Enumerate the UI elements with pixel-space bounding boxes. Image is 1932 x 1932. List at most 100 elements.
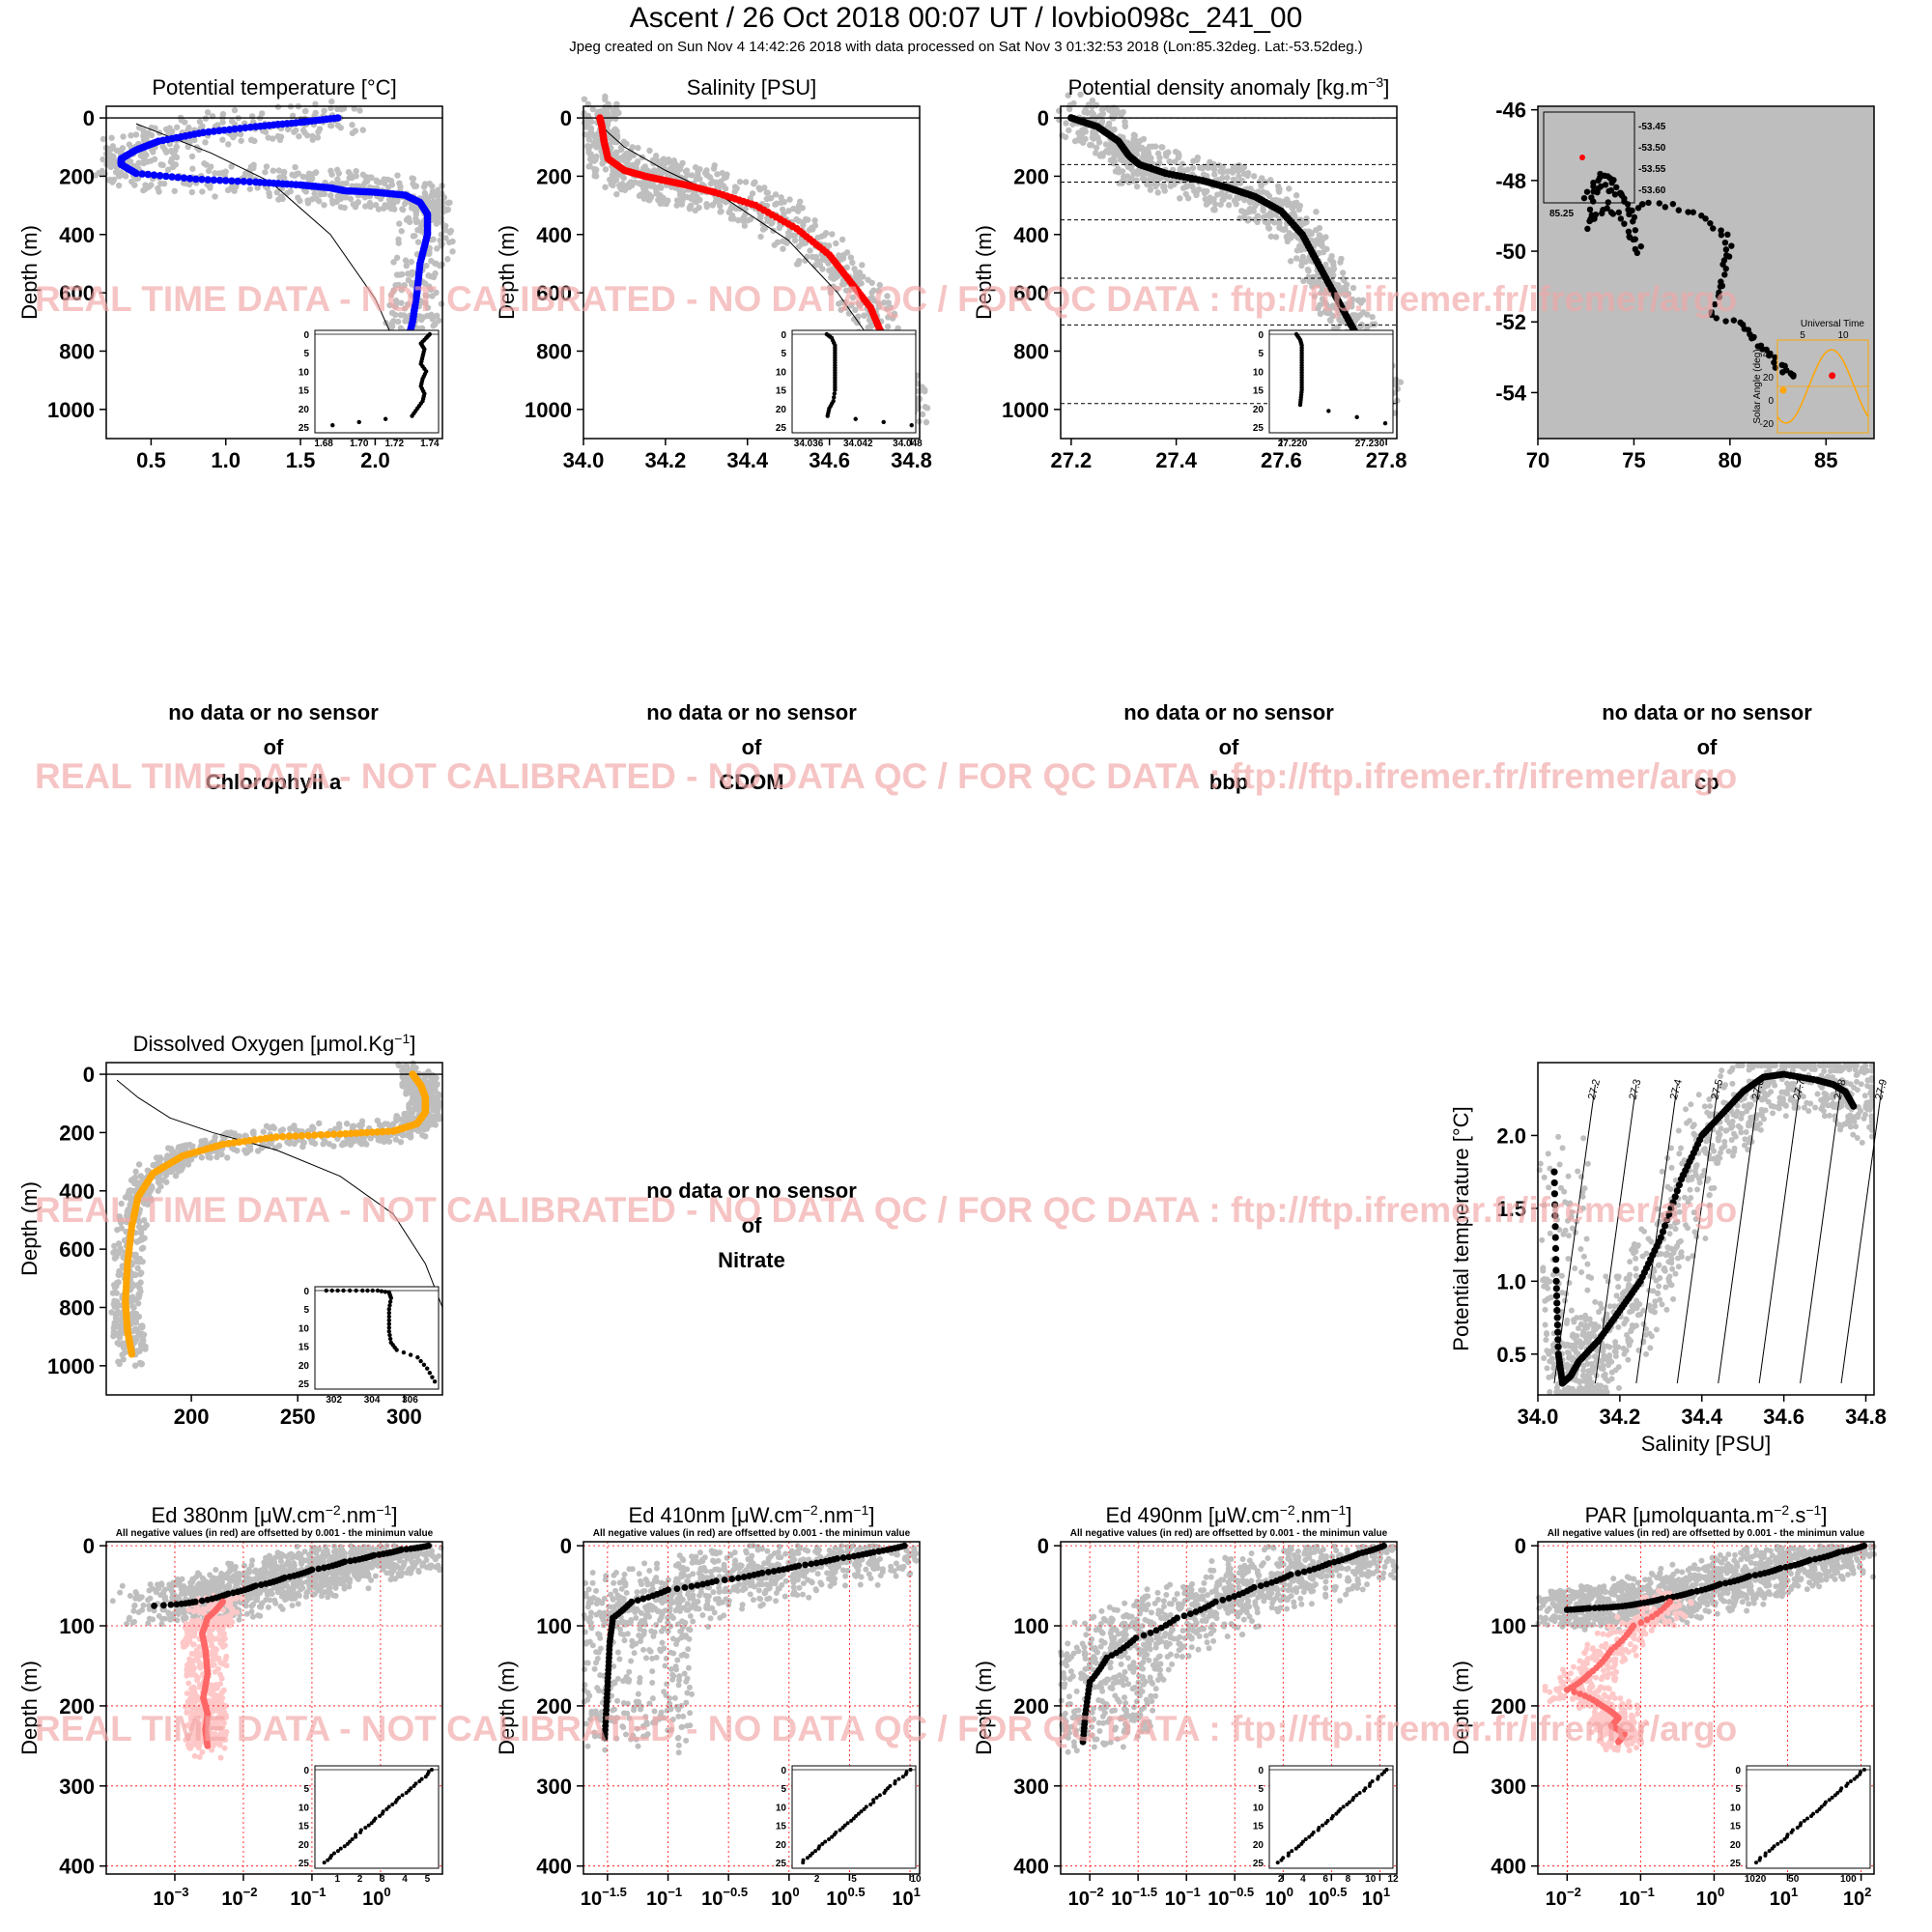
history-point [1063,120,1069,127]
inset-y-tick-label: 5 [303,349,309,359]
trajectory-point [1625,228,1633,236]
history-point [412,204,418,211]
title-superscript: −1 [394,1031,410,1046]
history-point [393,198,401,205]
history-point [430,323,437,329]
history-point [436,1091,442,1098]
history-point [774,239,781,246]
history-point [414,239,422,245]
history-point [145,129,152,136]
y-tick-label: 200 [1013,164,1049,188]
history-point [191,136,198,144]
history-point [1238,177,1246,185]
history-point [694,193,700,201]
trajectory-point [1613,184,1620,191]
history-point [646,147,653,155]
history-point [1140,135,1148,143]
history-point [163,1179,170,1185]
history-point [1313,208,1320,215]
history-point [1339,270,1347,276]
history-point [741,222,749,229]
history-point [224,186,232,194]
inset-y-tick-label: 10 [298,1323,310,1334]
history-point [1154,189,1161,196]
trajectory-point [1790,373,1797,380]
history-point [292,163,298,171]
x-tick-label: 85 [1814,448,1837,472]
history-point [1130,142,1137,150]
inset-y-tick-label: 5 [781,349,786,359]
history-point [1120,108,1126,116]
inset-y-tick-label: 15 [298,1343,310,1353]
history-point [592,156,599,163]
history-point [349,122,355,128]
history-point [127,158,133,165]
history-point [444,256,451,263]
inset-x-tick-label: 27.220 [1278,439,1308,449]
history-point [135,1291,142,1297]
trajectory-point [1702,215,1709,222]
inset-point [386,1314,391,1320]
history-point [1119,180,1125,186]
data-point [279,1132,287,1141]
history-point [1166,157,1173,165]
data-point [336,1130,345,1138]
inset-point [410,413,414,418]
x-tick-label: 0.5 [136,448,166,472]
history-point [767,195,774,202]
history-point [156,1157,162,1165]
history-point [676,191,684,198]
history-point [135,159,142,166]
inset-x-tick-label: 1.74 [420,439,440,449]
x-tick-label: 34.8 [891,448,932,472]
history-point [224,1154,231,1161]
history-point [641,163,649,170]
history-point [1259,178,1265,185]
history-point [111,1255,119,1262]
x-tick-label: 250 [280,1405,316,1429]
history-point [384,1136,390,1143]
history-point [1088,142,1095,149]
trajectory-point [1632,227,1639,234]
trajectory-point [1639,201,1646,208]
history-point [358,1138,365,1146]
history-point [213,1153,220,1161]
history-point [804,253,810,261]
history-point [291,172,298,180]
history-point [411,232,418,240]
history-point [613,190,620,198]
history-point [1219,163,1226,171]
history-point [188,153,196,160]
history-point [132,1251,139,1259]
inset-y-tick-label: 25 [298,423,310,434]
history-point [884,323,892,330]
history-point [231,106,239,114]
history-point [156,188,162,195]
inset-point [354,1288,358,1293]
inset-x-tick-label: 27.230 [1355,439,1385,449]
history-point [849,259,856,267]
history-point [228,118,236,125]
history-point [172,161,180,168]
trajectory-point [1618,192,1626,199]
data-point [285,1132,294,1141]
history-point [668,159,676,166]
inset-point [365,1288,370,1293]
history-point [764,189,771,196]
history-point [1260,207,1266,214]
inset-point [415,1354,420,1360]
figure-title: Ascent / 26 Oct 2018 00:07 UT / lovbio09… [630,2,1303,34]
history-point [110,156,118,163]
history-point [611,110,618,118]
trajectory-point [1690,209,1696,215]
title-superscript: −3 [1368,74,1383,90]
data-point [317,1131,326,1139]
history-point [202,139,209,146]
inset-point [386,1318,391,1322]
history-point [714,171,721,178]
history-point [199,188,206,195]
history-point [321,107,327,114]
history-point [201,159,208,167]
panel-ts: 27.227.327.427.527.627.727.827.934.034.2… [1449,1062,1889,1456]
